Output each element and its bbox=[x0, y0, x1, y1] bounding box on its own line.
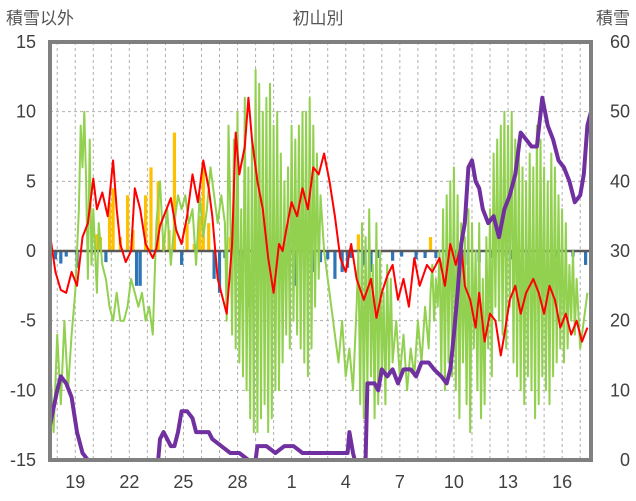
precip-bar bbox=[362, 251, 366, 265]
precip-bar bbox=[111, 188, 115, 251]
precip-bar bbox=[138, 251, 142, 286]
x-tick-label: 13 bbox=[498, 472, 518, 492]
precip-bar bbox=[217, 251, 222, 293]
precip-bar bbox=[376, 251, 380, 258]
precip-bar bbox=[107, 202, 112, 251]
precip-bar bbox=[510, 251, 514, 260]
y-tick-label: 10 bbox=[16, 102, 36, 122]
right-tick-labels: 60 50 40 30 20 10 0 bbox=[610, 32, 630, 470]
x-tick-label: 19 bbox=[65, 472, 85, 492]
precip-bar bbox=[356, 234, 360, 251]
precip-bar bbox=[333, 251, 337, 279]
precip-bar bbox=[125, 195, 130, 251]
precip-bar bbox=[369, 251, 373, 272]
precip-bar bbox=[555, 251, 559, 258]
precip-bar bbox=[198, 216, 202, 251]
precip-bar bbox=[156, 181, 160, 251]
precip-bar bbox=[349, 251, 353, 258]
right-axis-title: 積雪 bbox=[596, 9, 630, 28]
precip-bar bbox=[185, 223, 189, 251]
precip-bar bbox=[149, 167, 153, 251]
y-tick-label: -10 bbox=[10, 380, 36, 400]
y2-tick-label: 0 bbox=[620, 450, 630, 470]
y2-tick-label: 50 bbox=[610, 102, 630, 122]
y2-tick-label: 60 bbox=[610, 32, 630, 52]
x-tick-label: 4 bbox=[341, 472, 351, 492]
precip-bar bbox=[391, 251, 395, 261]
x-tick-label: 28 bbox=[228, 472, 248, 492]
x-tick-label: 25 bbox=[173, 472, 193, 492]
precip-bar bbox=[207, 223, 211, 251]
precip-bar bbox=[143, 195, 148, 251]
precip-bar bbox=[104, 251, 108, 263]
chart-title: 初山別 bbox=[293, 9, 344, 28]
y-tick-label: -5 bbox=[20, 311, 36, 331]
precip-bar bbox=[172, 132, 177, 251]
precip-bar bbox=[414, 251, 418, 260]
left-tick-labels: 15 10 5 0 -5 -10 -15 bbox=[10, 32, 36, 470]
snow-depth-line bbox=[48, 95, 593, 462]
precip-bar bbox=[180, 251, 184, 265]
precip-bar bbox=[428, 237, 433, 251]
precip-bar bbox=[53, 251, 58, 260]
wind-line bbox=[49, 68, 589, 434]
y2-tick-label: 40 bbox=[610, 171, 630, 191]
precip-bar bbox=[311, 251, 315, 272]
precip-bar bbox=[134, 251, 139, 286]
precip-bar bbox=[326, 251, 330, 260]
precip-bar bbox=[400, 251, 404, 257]
precip-bar bbox=[64, 251, 68, 257]
x-tick-label: 7 bbox=[395, 472, 405, 492]
y-tick-label: 0 bbox=[26, 241, 36, 261]
precip-bar bbox=[95, 234, 99, 251]
y-tick-label: 15 bbox=[16, 32, 36, 52]
y2-tick-label: 20 bbox=[610, 311, 630, 331]
precip-bar bbox=[212, 251, 216, 279]
y2-tick-label: 10 bbox=[610, 380, 630, 400]
precip-bar bbox=[201, 167, 205, 251]
precip-bar bbox=[583, 251, 588, 265]
temperature-line bbox=[49, 96, 589, 357]
left-axis-title: 積雪以外 bbox=[6, 9, 74, 28]
precip-bar bbox=[434, 251, 438, 258]
x-tick-label: 22 bbox=[119, 472, 139, 492]
y2-tick-label: 30 bbox=[610, 241, 630, 261]
plot-frame bbox=[48, 40, 593, 462]
precip-bar bbox=[131, 230, 135, 251]
x-tick-label: 16 bbox=[552, 472, 572, 492]
y-tick-label: -15 bbox=[10, 450, 36, 470]
y-tick-label: 5 bbox=[26, 171, 36, 191]
x-tick-label: 10 bbox=[444, 472, 464, 492]
precip-bar bbox=[423, 251, 427, 258]
series-lines bbox=[48, 68, 593, 462]
x-tick-labels: 19 22 25 28 1 4 7 10 13 16 bbox=[65, 472, 572, 492]
x-tick-label: 1 bbox=[287, 472, 297, 492]
precip-bar bbox=[293, 251, 297, 286]
precip-bar bbox=[318, 251, 323, 263]
precip-bar bbox=[454, 251, 458, 260]
precip-bar bbox=[59, 251, 63, 264]
